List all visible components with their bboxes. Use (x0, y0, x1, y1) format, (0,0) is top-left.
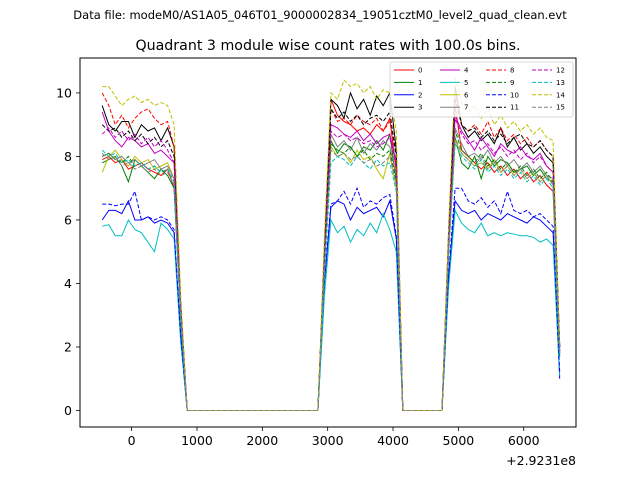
x-tick-label: 1000 (181, 433, 213, 448)
suptitle: Data file: modeM0/AS1A05_046T01_90000028… (73, 8, 567, 22)
x-tick-label: 4000 (377, 433, 409, 448)
series-line-12 (101, 118, 561, 411)
y-tick-label: 0 (64, 403, 72, 418)
legend-label-6: 6 (464, 91, 469, 99)
legend-label-12: 12 (556, 67, 565, 75)
legend-box (389, 61, 574, 118)
series-line-11 (101, 99, 561, 411)
chart-title: Quadrant 3 module wise count rates with … (135, 38, 520, 54)
series-line-13 (101, 141, 561, 411)
x-tick-label: 3000 (312, 433, 344, 448)
legend-label-15: 15 (556, 104, 565, 112)
y-tick-label: 4 (64, 276, 72, 291)
x-offset-label: +2.9231e8 (506, 453, 576, 468)
legend-label-14: 14 (556, 91, 565, 99)
legend-label-3: 3 (418, 104, 422, 112)
legend-label-1: 1 (418, 79, 422, 87)
legend-label-9: 9 (510, 79, 514, 87)
y-tick-label: 8 (64, 149, 72, 164)
legend-label-4: 4 (464, 67, 469, 75)
legend-label-2: 2 (418, 91, 422, 99)
legend-label-11: 11 (510, 104, 519, 112)
x-tick-label: 6000 (508, 433, 540, 448)
x-tick-label: 0 (128, 433, 136, 448)
x-tick-label: 5000 (442, 433, 474, 448)
y-axis: 0 2 4 6 8 10 (56, 85, 80, 418)
legend-label-8: 8 (510, 67, 514, 75)
x-tick-label: 2000 (246, 433, 278, 448)
legend-label-5: 5 (464, 79, 468, 87)
legend-label-10: 10 (510, 91, 519, 99)
y-tick-label: 10 (56, 85, 72, 100)
series-layer (101, 76, 561, 411)
series-line-10 (102, 186, 561, 411)
legend-label-0: 0 (418, 67, 422, 75)
legend-label-13: 13 (556, 79, 565, 87)
series-line-14 (102, 76, 561, 411)
x-axis: 0 1000 2000 3000 4000 5000 6000 (128, 427, 540, 448)
series-line-15 (101, 137, 561, 411)
y-tick-label: 6 (64, 212, 72, 227)
legend-label-7: 7 (464, 104, 468, 112)
y-tick-label: 2 (64, 339, 72, 354)
